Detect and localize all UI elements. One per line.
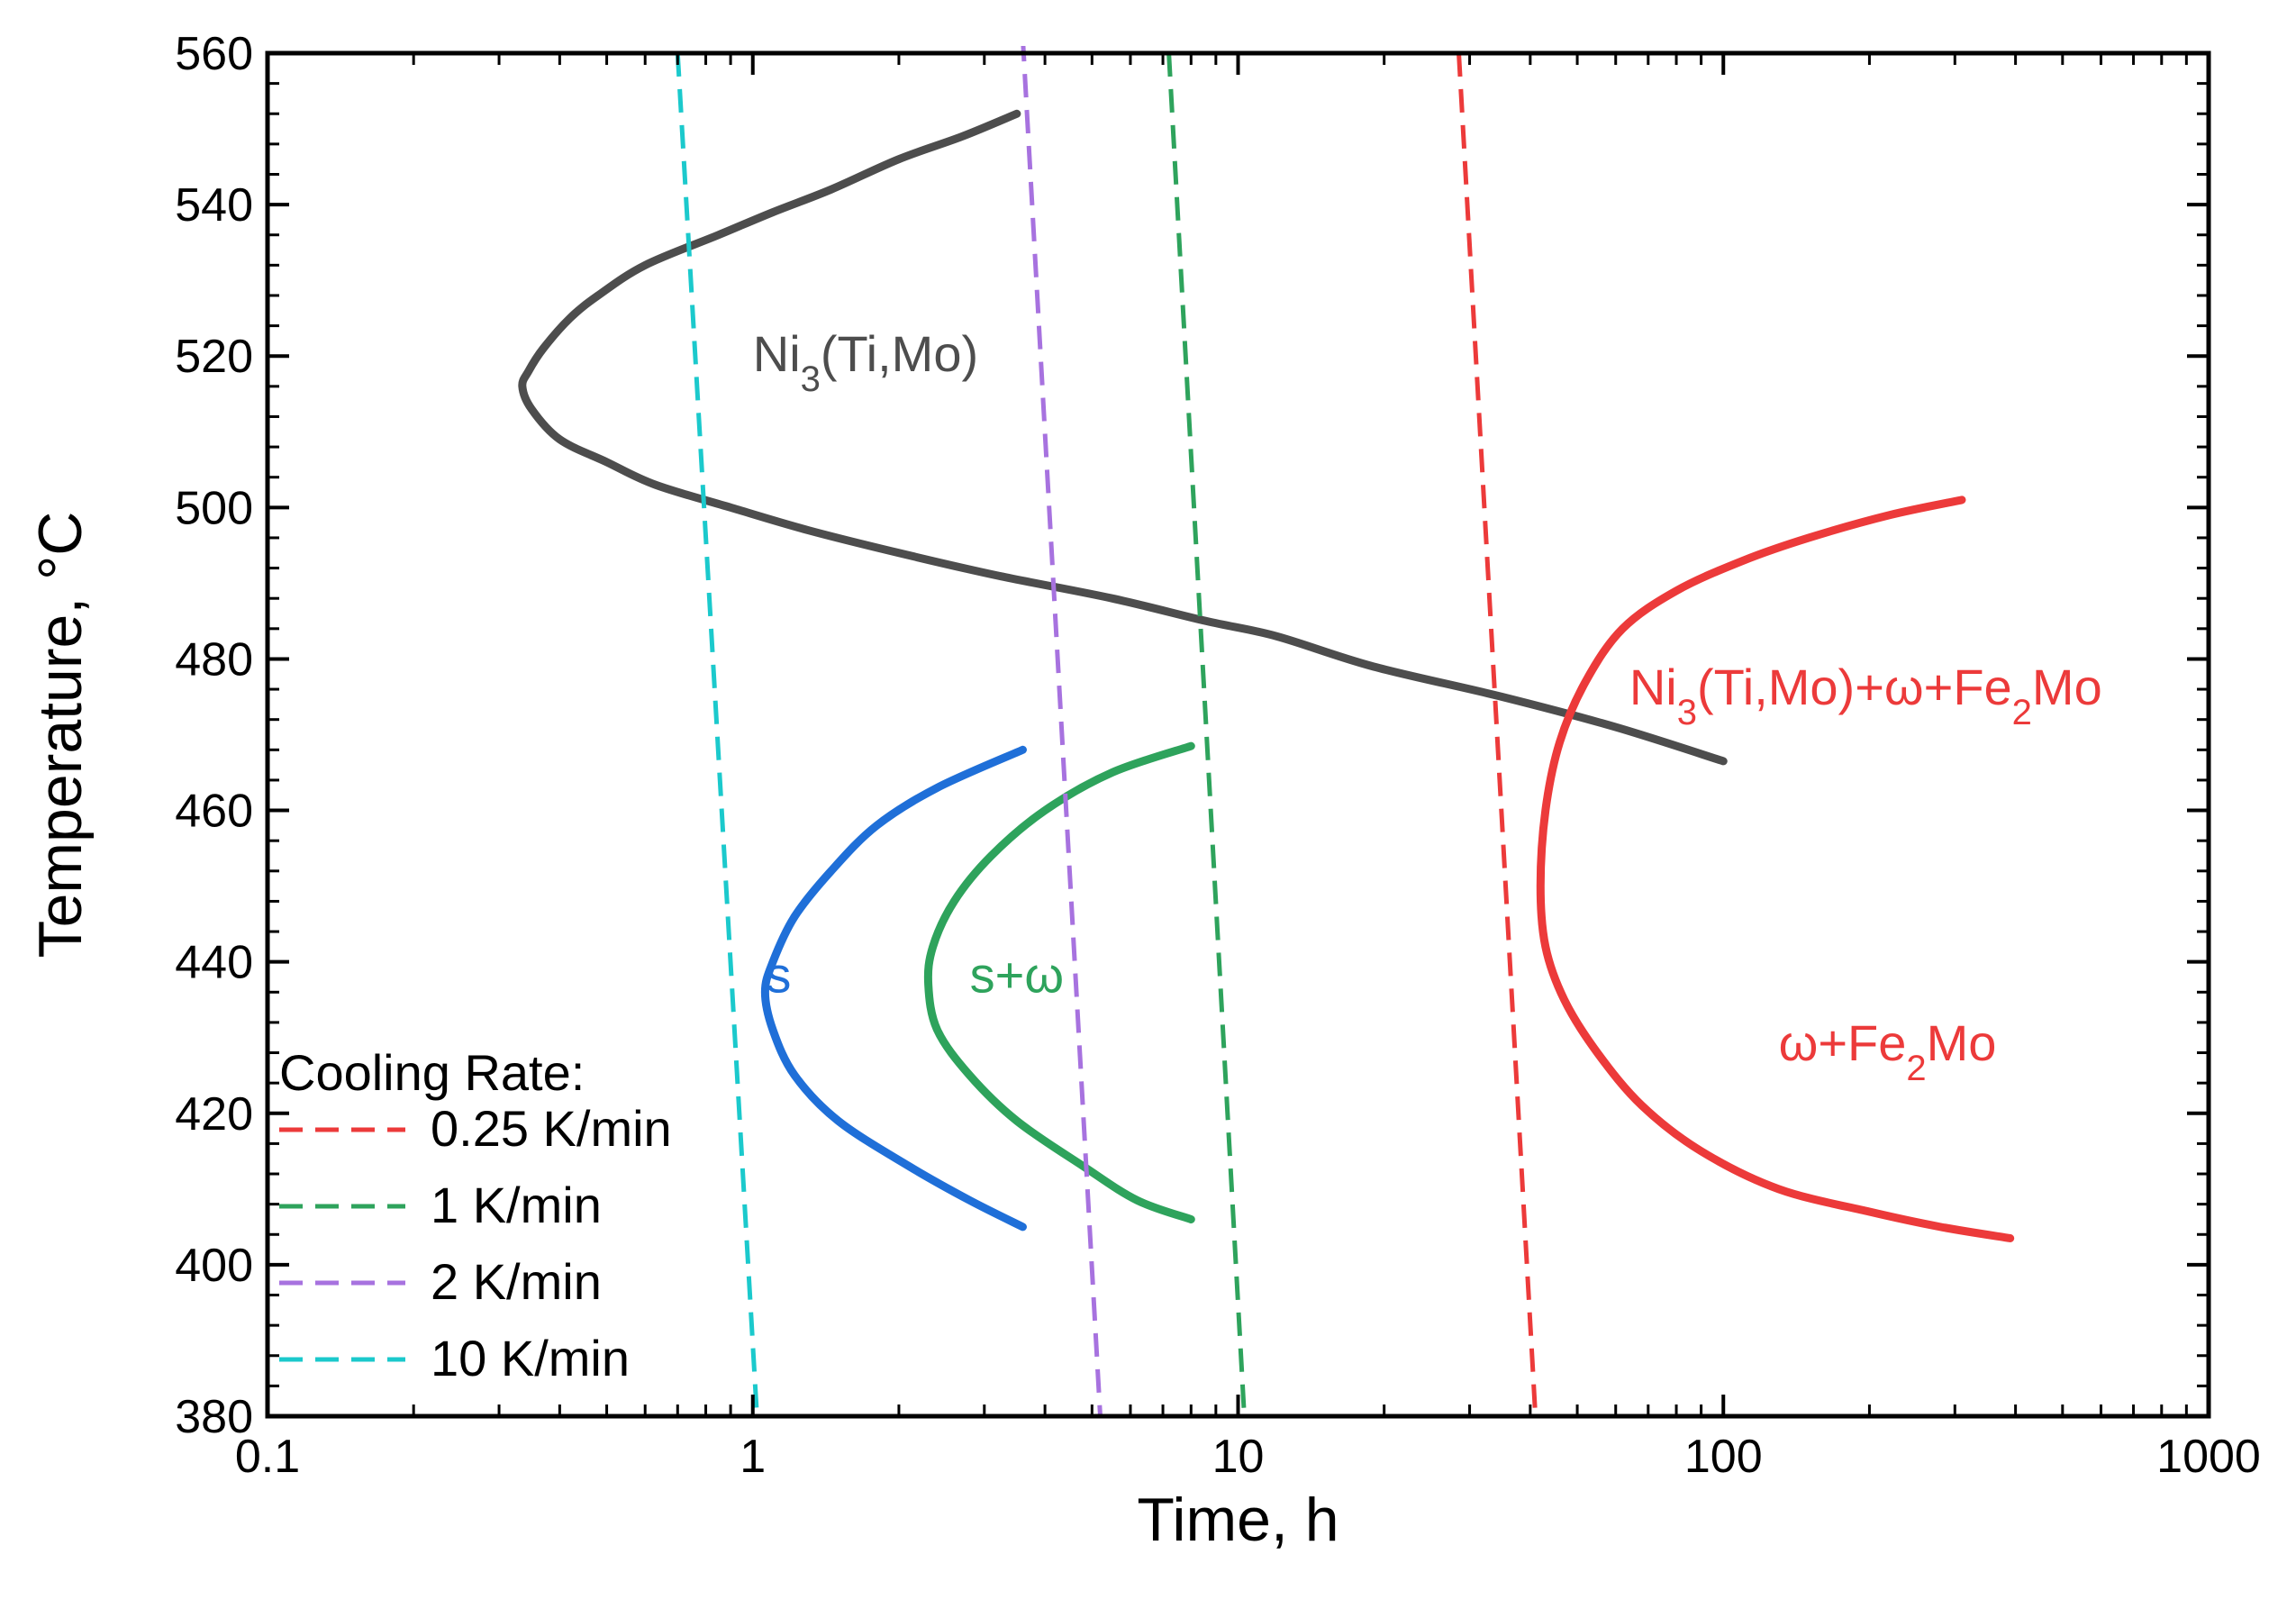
annotation-part: Mo (2032, 659, 2102, 715)
annotation-s: s (766, 946, 791, 1003)
y-axis-title: Temperature, °C (26, 512, 95, 959)
tick-labels-layer: 0.1 1 10 100 1000 380 400 420 440 460 480 500 520 540… (175, 28, 2261, 1483)
annotation-part: 3 (1677, 693, 1697, 732)
x-tick-label: 100 (1684, 1431, 1763, 1483)
series-s- (923, 741, 1195, 1223)
legend-title: Cooling Rate: (279, 1044, 585, 1101)
y-tick-label: 420 (175, 1088, 253, 1141)
series-layer (518, 46, 2015, 1416)
x-axis-title: Time, h (1137, 1486, 1339, 1554)
y-tick-label: 500 (175, 482, 253, 534)
series-ni3-ti-mo- (518, 109, 1728, 766)
annotation-part: 2 (1906, 1049, 1926, 1088)
y-tick-label: 520 (175, 331, 253, 383)
series-2-k-min (1021, 46, 1103, 1416)
y-tick-label: 560 (175, 28, 253, 80)
x-tick-label: 0.1 (235, 1431, 300, 1483)
y-tick-label: 540 (175, 179, 253, 232)
annotation-part: Mo (1927, 1014, 1997, 1071)
annotation-ni3: Ni3(Ti,Mo) (753, 325, 978, 399)
series-1-k-min (1166, 52, 1247, 1416)
annotation-part: (Ti,Mo)+ω+Fe (1697, 659, 2012, 715)
annotation-omega_fe2mo: ω+Fe2Mo (1779, 1014, 1997, 1088)
annotation-part: s+ω (970, 946, 1064, 1003)
y-tick-label: 480 (175, 633, 253, 686)
series-10-k-min (675, 52, 759, 1416)
annotation-part: 3 (801, 359, 821, 399)
series-0-25-k-min (1457, 52, 1538, 1416)
annotation-s_omega: s+ω (970, 946, 1064, 1003)
annotation-part: 2 (2012, 693, 2032, 732)
series-ni3-ti-mo-fe2mo-fe2mo (1536, 495, 2015, 1242)
annotation-part: ω+Fe (1779, 1014, 1907, 1071)
y-tick-label: 380 (175, 1391, 253, 1443)
y-tick-label: 400 (175, 1240, 253, 1292)
legend-entry: 2 K/min (431, 1253, 602, 1310)
x-tick-label: 1 (740, 1431, 766, 1483)
x-tick-label: 1000 (2156, 1431, 2261, 1483)
annotation-part: Ni (753, 325, 801, 382)
annotation-part: s (766, 946, 791, 1003)
series-s (760, 745, 1027, 1232)
legend-entry: 10 K/min (431, 1330, 630, 1386)
ticks-layer (266, 51, 2210, 1418)
annotation-part: Ni (1629, 659, 1677, 715)
legend-entry: 0.25 K/min (431, 1100, 672, 1157)
y-tick-label: 460 (175, 786, 253, 838)
annotation-part: (Ti,Mo) (821, 325, 978, 382)
legend: Cooling Rate: 0.25 K/min 1 K/min 2 K/min 10… (279, 1044, 672, 1386)
x-tick-label: 10 (1212, 1431, 1265, 1483)
y-tick-label: 440 (175, 937, 253, 989)
legend-entry: 1 K/min (431, 1177, 602, 1233)
annotation-mix: Ni3(Ti,Mo)+ω+Fe2Mo (1629, 659, 2102, 732)
